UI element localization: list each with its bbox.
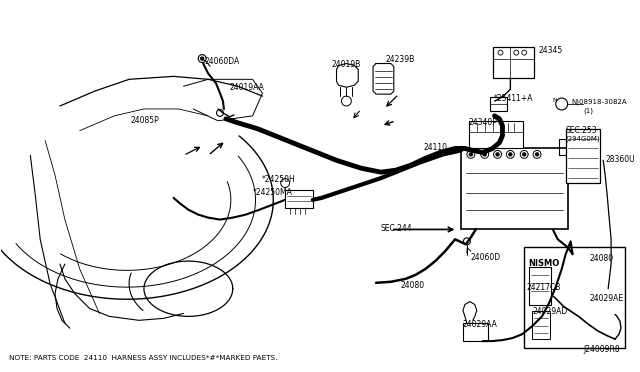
- Bar: [493, 47, 534, 78]
- Text: NISMO: NISMO: [528, 259, 559, 268]
- Text: 24080: 24080: [589, 254, 614, 263]
- Text: J24009R8: J24009R8: [584, 345, 620, 354]
- Text: N: N: [552, 97, 557, 103]
- Text: *25411+A: *25411+A: [493, 94, 533, 103]
- Bar: [463, 323, 488, 341]
- Text: 24080: 24080: [401, 281, 425, 290]
- Bar: [285, 190, 313, 208]
- Circle shape: [201, 57, 204, 60]
- Circle shape: [469, 153, 472, 156]
- Bar: [461, 148, 568, 230]
- Circle shape: [496, 153, 499, 156]
- Bar: [490, 97, 508, 111]
- Text: 24019AA: 24019AA: [230, 83, 265, 92]
- Text: 24345: 24345: [538, 46, 563, 55]
- Text: (294G0M): (294G0M): [566, 136, 600, 142]
- Circle shape: [483, 153, 486, 156]
- Text: 24217CB: 24217CB: [526, 283, 561, 292]
- Text: *24250H: *24250H: [262, 175, 295, 184]
- Text: 24085P: 24085P: [130, 116, 159, 125]
- Text: N)08918-3082A: N)08918-3082A: [572, 98, 627, 105]
- Bar: [524, 247, 625, 348]
- Text: 24029AA: 24029AA: [463, 320, 498, 329]
- Text: 24239B: 24239B: [386, 55, 415, 64]
- Text: 24029AE: 24029AE: [589, 294, 623, 303]
- Bar: [566, 129, 600, 183]
- Text: (1): (1): [584, 108, 593, 115]
- Text: *24250MA: *24250MA: [253, 188, 292, 197]
- Text: 24029AD: 24029AD: [532, 307, 567, 315]
- Bar: [532, 311, 550, 339]
- Text: SEC.253: SEC.253: [566, 126, 597, 135]
- Circle shape: [523, 153, 525, 156]
- Bar: [529, 267, 551, 305]
- Text: SEC.244: SEC.244: [381, 224, 413, 232]
- Text: 24060D: 24060D: [471, 253, 501, 262]
- Bar: [469, 121, 524, 148]
- Text: 24019B: 24019B: [332, 60, 361, 68]
- Circle shape: [536, 153, 538, 156]
- Text: 28360U: 28360U: [605, 155, 635, 164]
- Text: 24110: 24110: [424, 142, 447, 151]
- Circle shape: [509, 153, 512, 156]
- Text: NOTE: PARTS CODE  24110  HARNESS ASSY INCLUDES*#*MARKED PAETS.: NOTE: PARTS CODE 24110 HARNESS ASSY INCL…: [8, 355, 277, 361]
- Text: 24060DA: 24060DA: [204, 57, 239, 65]
- Text: 24340P: 24340P: [469, 118, 498, 127]
